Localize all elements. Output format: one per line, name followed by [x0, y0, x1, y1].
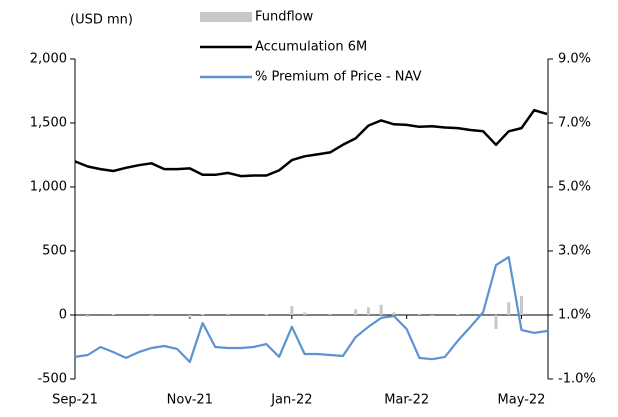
- bar: [494, 315, 498, 330]
- x-tick-label: Mar-22: [384, 393, 429, 408]
- bar: [86, 315, 90, 317]
- y2-tick-label: -1.0%: [558, 372, 596, 387]
- y-tick-label: 500: [42, 244, 67, 259]
- bar: [201, 314, 205, 315]
- y2-tick-label: 3.0%: [558, 244, 591, 259]
- legend-label: Fundflow: [255, 10, 314, 25]
- line: [74, 256, 548, 364]
- bar: [303, 312, 307, 315]
- y2-tick-label: 1.0%: [558, 308, 591, 323]
- y2-tick-label: 5.0%: [558, 180, 591, 195]
- legend-swatch: [200, 12, 252, 22]
- bar: [392, 312, 396, 315]
- x-tick-label: Jan-22: [270, 393, 312, 408]
- y-tick-label: 1,000: [30, 180, 67, 195]
- y-tick-label: 0: [59, 308, 67, 323]
- bar: [290, 306, 294, 315]
- legend-label: % Premium of Price - NAV: [255, 70, 422, 85]
- bar: [417, 313, 421, 315]
- legend-label: Accumulation 6M: [255, 40, 367, 55]
- y-unit-label: (USD mn): [70, 13, 133, 28]
- x-tick-label: Nov-21: [167, 393, 213, 408]
- bar: [456, 314, 460, 315]
- y-tick-label: 1,500: [30, 116, 67, 131]
- bar: [354, 309, 358, 315]
- bar: [379, 304, 383, 315]
- bar: [519, 295, 523, 315]
- bar: [188, 315, 192, 318]
- bar: [507, 302, 511, 315]
- y2-tick-label: 9.0%: [558, 52, 591, 67]
- bar: [366, 307, 370, 315]
- bar: [264, 314, 268, 315]
- x-tick-label: Sep-21: [52, 393, 98, 408]
- y2-tick-label: 7.0%: [558, 116, 591, 131]
- bar: [328, 313, 332, 315]
- bar: [430, 315, 434, 317]
- y-tick-label: 2,000: [30, 52, 67, 67]
- line: [74, 108, 548, 178]
- x-tick-label: May-22: [498, 393, 546, 408]
- bar: [111, 314, 115, 315]
- bar: [150, 315, 154, 317]
- bar: [226, 313, 230, 315]
- y-tick-label: -500: [37, 372, 67, 387]
